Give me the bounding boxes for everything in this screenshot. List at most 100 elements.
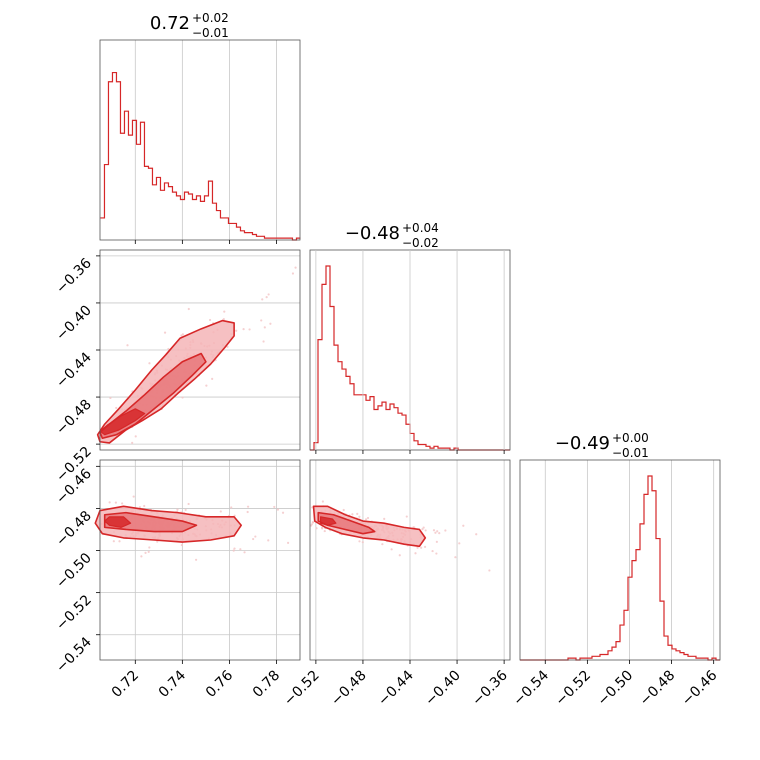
scatter-point xyxy=(366,516,370,520)
panel-1-0: −0.36−0.40−0.44−0.48−0.52 xyxy=(53,249,301,485)
scatter-point xyxy=(434,531,437,534)
scatter-point xyxy=(416,546,419,549)
y-tick-label: −0.52 xyxy=(53,592,95,634)
scatter-point xyxy=(126,344,129,347)
scatter-point xyxy=(323,529,326,533)
scatter-point xyxy=(205,384,208,387)
scatter-point xyxy=(424,529,427,532)
scatter-point xyxy=(444,529,447,532)
scatter-point xyxy=(108,501,111,504)
scatter-point xyxy=(132,495,135,498)
y-tick-label: −0.48 xyxy=(53,397,95,439)
panel-1-1: −0.48 +0.04−0.02 xyxy=(309,221,511,451)
panel-2-0: 0.72 0.74 0.76 0.78−0.46−0.48−0.50−0.52−0.5… xyxy=(53,459,301,701)
scatter-point xyxy=(435,540,438,543)
scatter-point xyxy=(140,555,143,558)
scatter-point xyxy=(131,441,134,444)
scatter-point xyxy=(232,549,235,552)
x-tick-label: 0.74 xyxy=(156,667,189,700)
scatter-point xyxy=(475,533,478,536)
scatter-point xyxy=(118,540,121,543)
scatter-point xyxy=(458,542,461,545)
panel-title-sub: −0.02 xyxy=(402,236,439,250)
scatter-point xyxy=(435,552,438,555)
scatter-point xyxy=(390,548,393,551)
scatter-point xyxy=(356,512,359,515)
scatter-point xyxy=(361,541,364,544)
scatter-point xyxy=(432,529,436,532)
scatter-point xyxy=(112,540,115,543)
scatter-point xyxy=(438,532,441,535)
scatter-point xyxy=(358,515,361,518)
panel-title-value: −0.48 xyxy=(345,223,400,244)
scatter-point xyxy=(254,535,257,538)
scatter-point xyxy=(134,435,137,438)
scatter-point xyxy=(351,513,354,516)
scatter-point xyxy=(233,547,236,550)
scatter-point xyxy=(414,552,417,555)
scatter-point xyxy=(143,504,146,508)
scatter-point xyxy=(462,524,465,527)
panel-title-sup: +0.04 xyxy=(402,221,439,235)
scatter-point xyxy=(269,322,272,325)
x-tick-label: −0.36 xyxy=(469,667,511,709)
scatter-point xyxy=(235,329,238,332)
scatter-point xyxy=(423,545,427,548)
scatter-point xyxy=(147,550,150,554)
scatter-point xyxy=(243,551,246,554)
scatter-point xyxy=(342,508,345,512)
scatter-point xyxy=(273,505,276,509)
scatter-point xyxy=(265,296,268,299)
panel-title-value: −0.49 xyxy=(555,433,610,454)
panel-title-sub: −0.01 xyxy=(612,446,649,460)
scatter-point xyxy=(184,508,187,512)
y-tick-label: −0.54 xyxy=(53,634,95,676)
scatter-point xyxy=(180,334,183,337)
scatter-point xyxy=(138,506,142,509)
scatter-point xyxy=(405,515,408,518)
scatter-point xyxy=(309,524,313,527)
scatter-point xyxy=(422,526,425,529)
scatter-point xyxy=(398,554,401,557)
x-tick-label: −0.46 xyxy=(679,667,721,709)
contour-inner xyxy=(99,408,146,436)
scatter-point xyxy=(219,510,222,513)
scatter-point xyxy=(321,500,324,503)
scatter-point xyxy=(242,328,245,331)
panel-frame xyxy=(99,39,301,241)
scatter-point xyxy=(263,326,266,329)
x-tick-label: −0.48 xyxy=(328,668,370,710)
x-tick-label: −0.52 xyxy=(553,668,595,710)
scatter-point xyxy=(252,537,255,541)
x-tick-label: −0.50 xyxy=(595,668,637,710)
y-tick-label: −0.44 xyxy=(53,349,95,391)
scatter-point xyxy=(222,318,225,321)
contour-inner xyxy=(319,516,337,526)
scatter-point xyxy=(321,527,324,530)
scatter-point xyxy=(261,298,264,301)
histogram-step-line xyxy=(520,475,720,661)
x-tick-label: 0.78 xyxy=(250,668,283,701)
scatter-point xyxy=(144,551,147,554)
scatter-point xyxy=(114,501,117,504)
scatter-point xyxy=(294,266,297,269)
panel-2-2: −0.49 +0.00−0.01 −0.54 −0.52 −0.50 −0.48 −0.46 xyxy=(510,431,720,709)
scatter-point xyxy=(226,345,229,348)
scatter-point xyxy=(246,505,250,508)
scatter-point xyxy=(267,293,270,296)
panel-title-value: 0.72 xyxy=(150,13,190,34)
scatter-point xyxy=(148,546,151,549)
scatter-point xyxy=(230,506,233,509)
panel-2-1: −0.52 −0.48 −0.44 −0.40 −0.36 xyxy=(281,459,511,710)
scatter-point xyxy=(421,528,424,531)
scatter-point xyxy=(358,540,361,543)
x-tick-label: 0.76 xyxy=(203,667,236,700)
scatter-point xyxy=(315,527,318,530)
x-tick-label: −0.54 xyxy=(510,667,552,709)
scatter-point xyxy=(181,333,184,336)
x-tick-label: −0.52 xyxy=(281,668,323,710)
scatter-point xyxy=(208,318,212,322)
x-tick-label: −0.48 xyxy=(637,668,679,710)
panel-title-sup: +0.00 xyxy=(612,431,649,445)
